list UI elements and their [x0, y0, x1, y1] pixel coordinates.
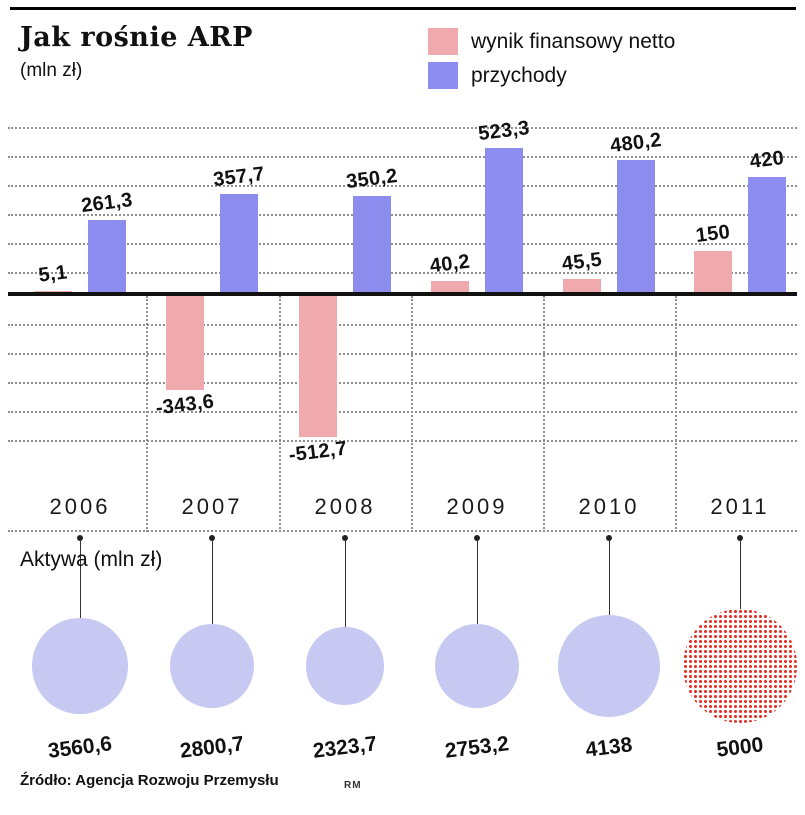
bar-value-label-2009: 523,3: [477, 117, 531, 146]
gridline: [8, 243, 797, 245]
connector-line: [345, 541, 346, 628]
bar-value-label-2011: 150: [694, 220, 732, 247]
bar-wynik-2008: [299, 296, 337, 437]
aktywa-bubble-2010: [557, 614, 661, 718]
bar-value-label-2007: -343,6: [154, 391, 216, 420]
gridline: [8, 440, 797, 442]
column-separator: [278, 296, 281, 532]
aktywa-value-label-2010: 4138: [584, 733, 634, 762]
aktywa-value-label-2008: 2323,7: [311, 732, 379, 763]
bar-wynik-2010: [563, 279, 601, 292]
aktywa-bubble-2006: [32, 618, 128, 714]
bar-wynik-2007: [166, 296, 204, 391]
gridline: [8, 272, 797, 274]
bar-wynik-2011: [694, 250, 732, 292]
bar-value-label-2009: 40,2: [428, 250, 472, 278]
bar-value-label-2008: 350,2: [345, 164, 399, 193]
connector-line: [477, 541, 478, 625]
connector-dot-icon: [737, 535, 743, 541]
connector-dot-icon: [209, 535, 215, 541]
legend-label-wynik: wynik finansowy netto: [471, 29, 676, 53]
legend-swatch-wynik-icon: [428, 28, 458, 55]
top-rule: [10, 7, 796, 10]
aktywa-value-label-2011: 5000: [715, 733, 765, 762]
bar-przychody-2006: [88, 220, 126, 292]
page-title: Jak rośnie ARP: [20, 22, 253, 53]
gridline: [8, 156, 797, 158]
column-separator: [674, 296, 677, 532]
bar-przychody-2011: [748, 176, 786, 292]
bar-value-label-2011: 420: [748, 146, 786, 173]
bar-wynik-2009: [431, 280, 469, 292]
year-label-2011: 2011: [710, 494, 770, 519]
gridline: [8, 411, 797, 413]
connector-line: [609, 541, 610, 615]
legend-item-przychody: przychody: [428, 62, 675, 89]
aktywa-value-label-2006: 3560,6: [46, 732, 114, 763]
bar-przychody-2009: [485, 148, 523, 292]
connector-line: [80, 541, 81, 619]
legend: wynik finansowy netto przychody: [428, 28, 675, 96]
column-separator: [543, 296, 545, 532]
aktywa-bubble-2008: [306, 627, 384, 705]
zero-axis: [8, 292, 797, 296]
source-text: Źródło: Agencja Rozwoju Przemysłu: [20, 772, 279, 789]
connector-dot-icon: [474, 535, 480, 541]
connector-dot-icon: [606, 535, 612, 541]
gridline: [8, 324, 797, 326]
gridline: [8, 353, 797, 355]
bar-przychody-2010: [617, 159, 655, 292]
legend-swatch-przychody-icon: [428, 62, 458, 89]
connector-dot-icon: [77, 535, 83, 541]
connector-dot-icon: [342, 535, 348, 541]
aktywa-bubble-2007: [169, 623, 255, 709]
gridline: [8, 530, 797, 532]
gridline: [8, 185, 797, 187]
bar-value-label-2006: 5,1: [37, 260, 69, 287]
connector-line: [740, 541, 741, 610]
aktywa-value-label-2009: 2753,2: [443, 732, 511, 763]
column-separator: [411, 296, 413, 532]
gridline: [8, 214, 797, 216]
bar-wynik-2006: [34, 290, 72, 292]
year-label-2009: 2009: [446, 494, 508, 519]
aktywa-value-label-2007: 2800,7: [178, 732, 246, 763]
credit-text: RM: [344, 780, 362, 791]
aktywa-bubble-2011: [683, 609, 797, 723]
bar-przychody-2007: [220, 193, 258, 292]
gridline: [8, 127, 797, 129]
bar-value-label-2010: 45,5: [560, 249, 604, 276]
legend-label-przychody: przychody: [471, 63, 567, 87]
legend-item-wynik: wynik finansowy netto: [428, 28, 675, 55]
connector-line: [212, 541, 213, 624]
unit-label: (mln zł): [20, 60, 83, 81]
aktywa-title: Aktywa (mln zł): [20, 548, 163, 571]
gridline: [8, 382, 797, 384]
bar-przychody-2008: [353, 195, 391, 292]
year-label-2008: 2008: [314, 494, 376, 519]
column-separator: [146, 296, 148, 532]
year-label-2007: 2007: [181, 494, 243, 519]
year-label-2006: 2006: [49, 494, 111, 519]
bar-value-label-2007: 357,7: [212, 162, 266, 191]
aktywa-bubble-2009: [435, 624, 519, 708]
year-label-2010: 2010: [578, 494, 640, 519]
